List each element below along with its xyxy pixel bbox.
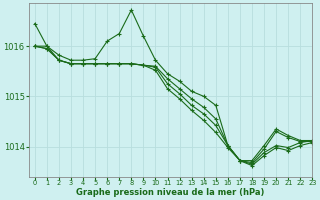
X-axis label: Graphe pression niveau de la mer (hPa): Graphe pression niveau de la mer (hPa) bbox=[76, 188, 265, 197]
